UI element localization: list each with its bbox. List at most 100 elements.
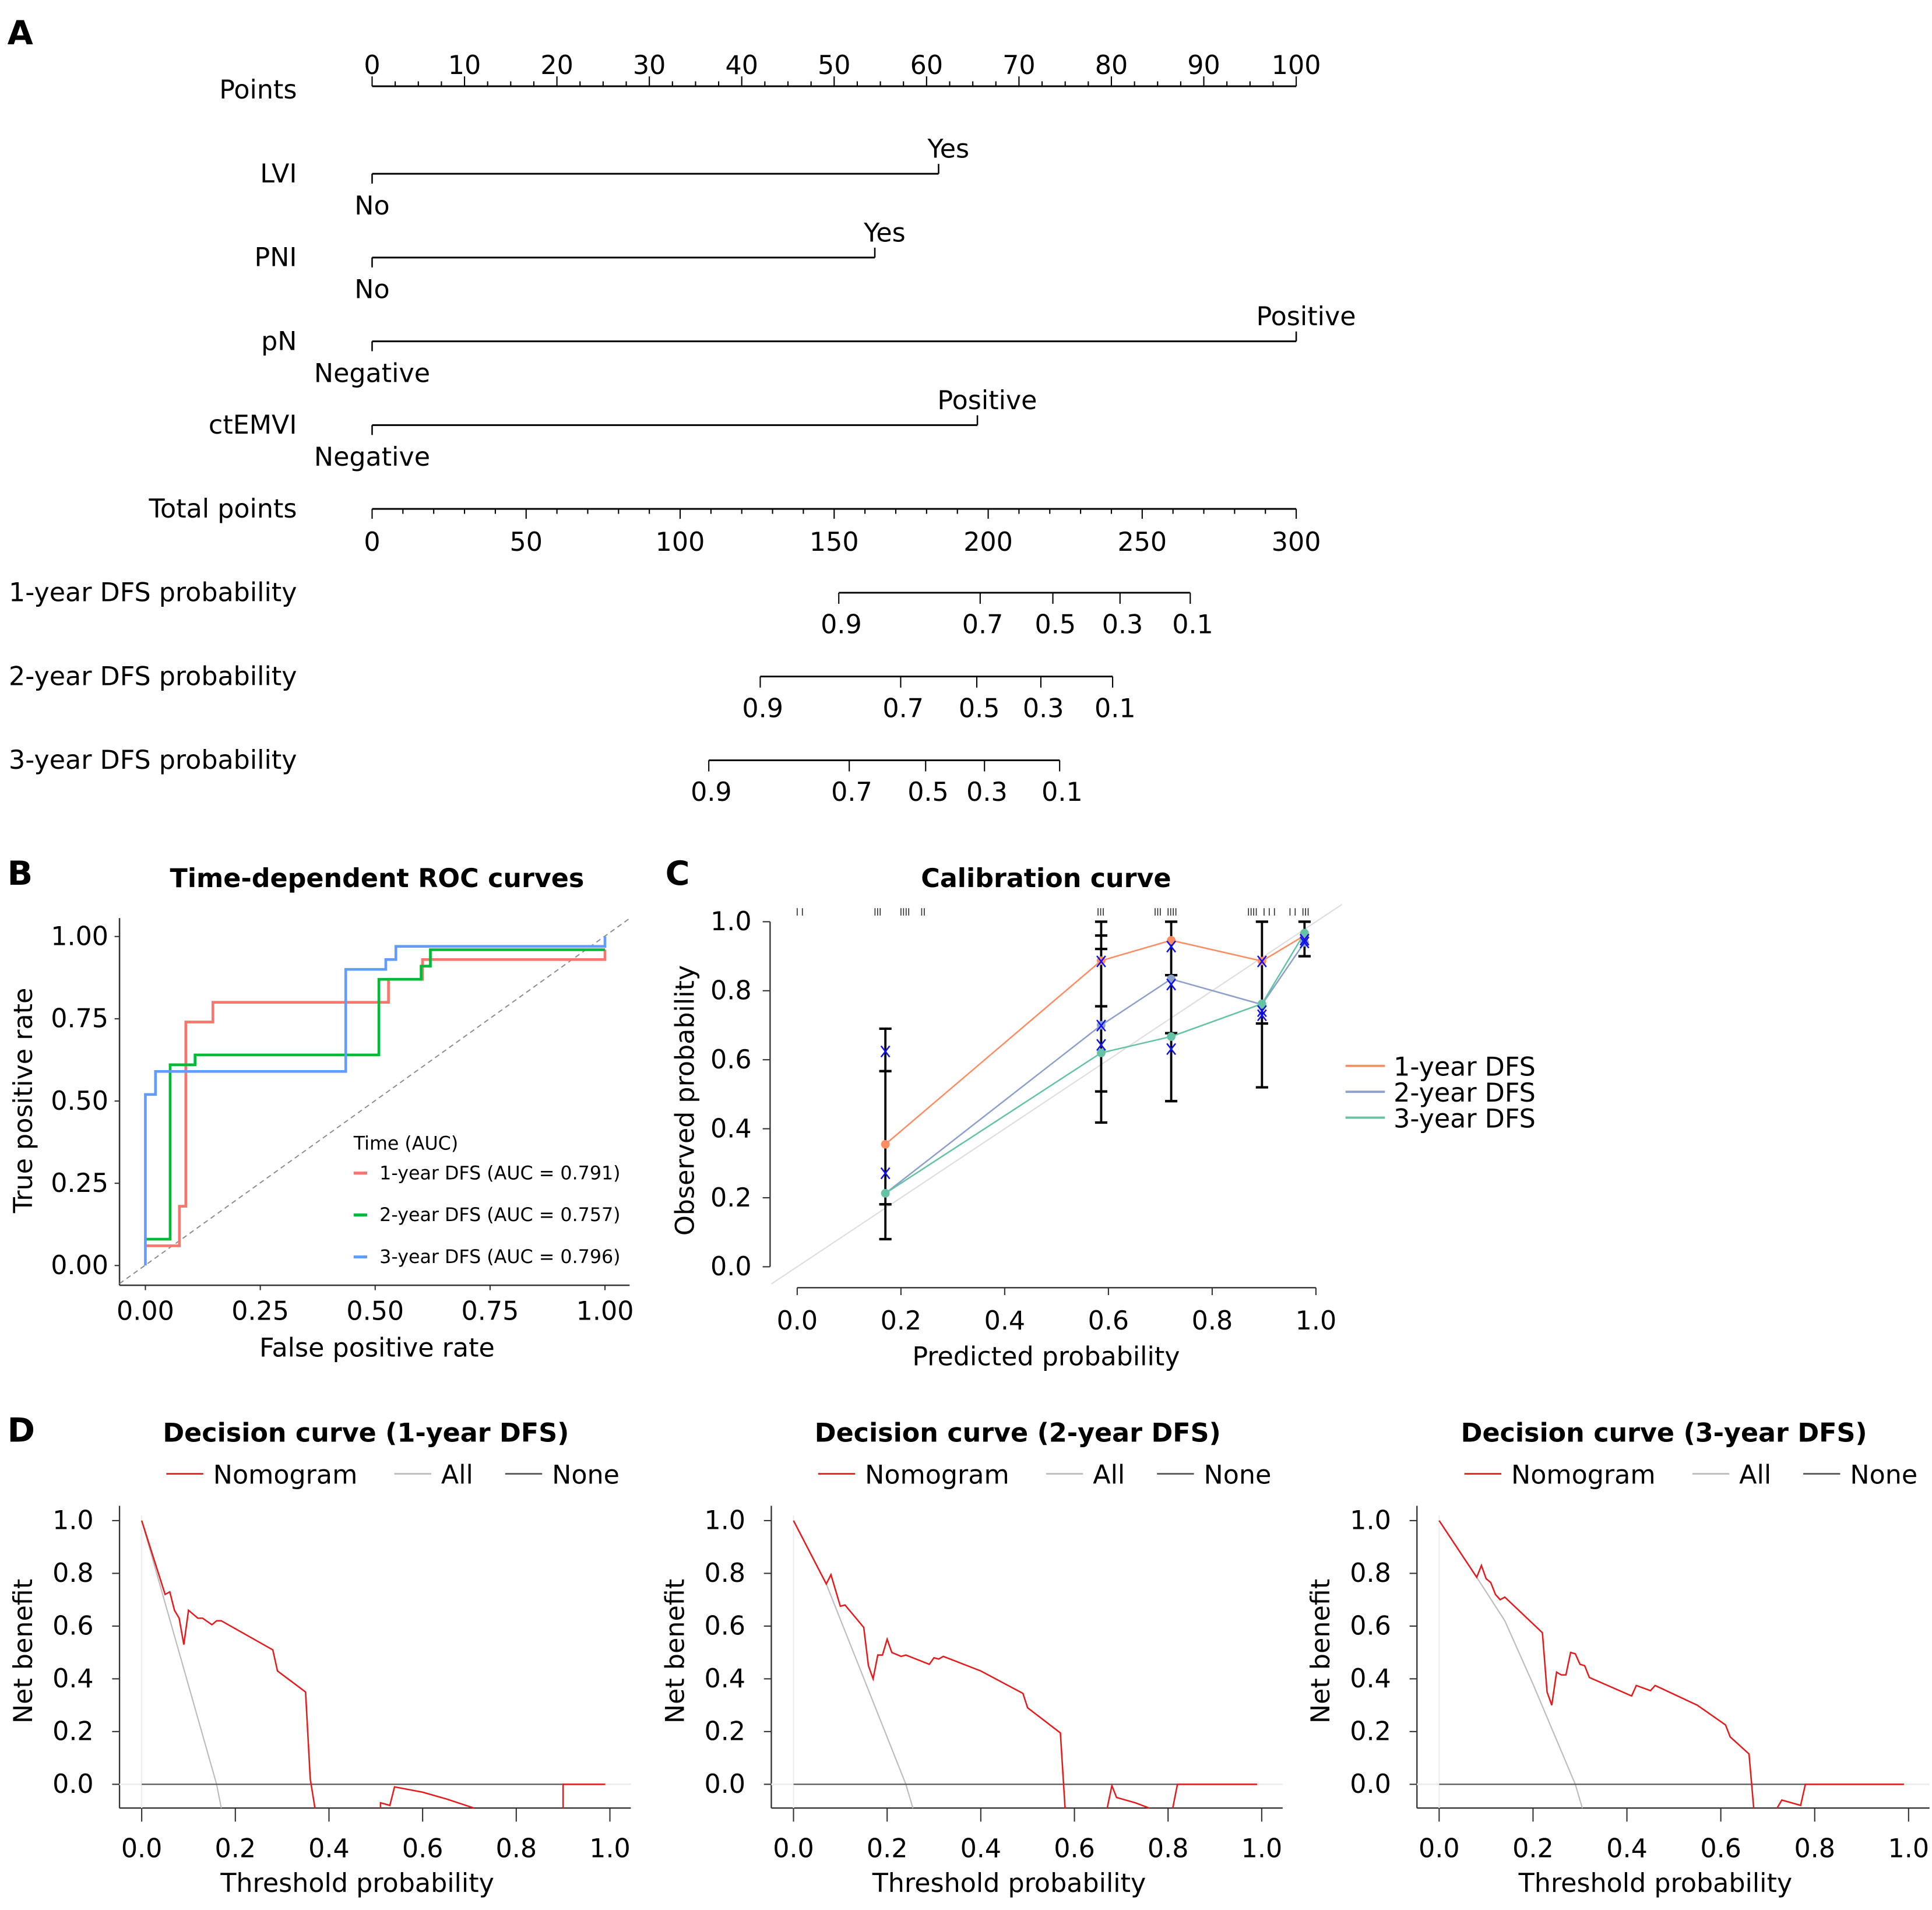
decision-x-tick-label: 0.6 — [1700, 1834, 1741, 1864]
decision-y-tick-label: 0.2 — [1350, 1717, 1391, 1747]
roc-reference-diagonal — [119, 917, 630, 1285]
roc-x-tick-label: 0.50 — [346, 1296, 404, 1326]
decision-y-axis-title: Net benefit — [9, 1579, 38, 1723]
decision-x-tick-label: 1.0 — [1888, 1834, 1930, 1864]
decision-y-tick-label: 0.6 — [1350, 1612, 1391, 1641]
decision-x-axis-title: Threshold probability — [872, 1869, 1146, 1898]
calibration-panel: Calibration curve 0.0 0.2 0.4 0.6 0.8 1.0 0.0 0.… — [670, 864, 1535, 1371]
variable-label: PNI — [254, 243, 297, 273]
calibration-point — [881, 1139, 890, 1149]
decision-y-tick-label: 0.6 — [52, 1612, 94, 1641]
calibration-x-mark — [1096, 1039, 1106, 1051]
roc-y-axis-title: True positive rate — [9, 988, 38, 1214]
variable-label: pN — [261, 326, 297, 356]
decision-y-tick-label: 0.0 — [1350, 1770, 1391, 1799]
probability-tick-label: 0.7 — [831, 778, 872, 807]
decision-legend-label: Nomogram — [865, 1460, 1009, 1490]
decision-y-tick-label: 0.4 — [1350, 1664, 1391, 1694]
decision-x-tick-label: 0.4 — [308, 1834, 350, 1864]
roc-y-tick-label: 1.00 — [51, 922, 108, 952]
calibration-x-mark — [1096, 955, 1106, 968]
decision-x-tick-label: 0.4 — [960, 1834, 1002, 1864]
decision-legend-label: All — [1739, 1460, 1771, 1490]
probability-axis-label: 3-year DFS probability — [9, 745, 297, 775]
probability-tick-label: 0.3 — [1102, 610, 1143, 640]
calibration-x-mark — [1096, 1019, 1106, 1032]
decision-x-tick-label: 0.2 — [867, 1834, 908, 1864]
probability-tick-label: 0.9 — [742, 694, 783, 723]
decision-x-tick-label: 0.6 — [1054, 1834, 1095, 1864]
probability-tick-label: 0.3 — [1023, 694, 1064, 723]
decision-y-tick-label: 0.0 — [52, 1770, 94, 1799]
decision-title: Decision curve (2-year DFS) — [815, 1419, 1221, 1448]
calibration-point — [1167, 1032, 1176, 1041]
level-label: No — [354, 275, 389, 305]
decision-y-axis-title: Net benefit — [1306, 1579, 1336, 1723]
probability-tick-label: 0.5 — [907, 778, 949, 807]
calibration-point — [881, 1188, 890, 1198]
probability-tick-label: 0.7 — [962, 610, 1004, 640]
roc-x-tick-label: 1.00 — [576, 1296, 634, 1326]
decision-y-tick-label: 0.2 — [704, 1717, 745, 1747]
calibration-x-mark — [1299, 936, 1310, 949]
decision-y-tick-label: 1.0 — [1350, 1506, 1391, 1536]
probability-tick-label: 0.1 — [1041, 778, 1083, 807]
level-label: Yes — [927, 135, 970, 164]
calibration-x-tick-label: 0.4 — [984, 1306, 1026, 1336]
roc-panel: Time-dependent ROC curves 0.00 0.25 0.50 0.7… — [9, 864, 634, 1363]
probability-tick-label: 0.9 — [691, 778, 732, 807]
probability-tick-label: 0.9 — [821, 610, 862, 640]
decision-x-tick-label: 0.6 — [402, 1834, 444, 1864]
decision-y-tick-label: 0.4 — [52, 1664, 94, 1694]
calibration-point — [1300, 928, 1309, 938]
decision-y-axis-title: Net benefit — [660, 1579, 690, 1723]
decision-y-tick-label: 0.8 — [704, 1559, 745, 1588]
level-label: Negative — [314, 442, 430, 472]
calibration-ideal-line — [770, 903, 1343, 1285]
points-tick-label: 100 — [1272, 51, 1321, 80]
roc-x-tick-label: 0.75 — [462, 1296, 519, 1326]
points-tick-label: 30 — [633, 51, 666, 80]
roc-x-tick-label: 0.25 — [231, 1296, 289, 1326]
decision-title: Decision curve (3-year DFS) — [1461, 1419, 1867, 1448]
panel-label-a: A — [8, 14, 33, 52]
total-tick-label: 0 — [364, 527, 380, 557]
decision-x-tick-label: 0.4 — [1606, 1834, 1648, 1864]
level-label: Negative — [314, 358, 430, 388]
roc-y-tick-label: 0.50 — [51, 1086, 108, 1116]
roc-x-tick-label: 0.00 — [117, 1296, 174, 1326]
calibration-y-tick-label: 0.8 — [710, 976, 752, 1006]
decision-x-axis-title: Threshold probability — [220, 1869, 494, 1898]
decision-legend-label: Nomogram — [1511, 1460, 1656, 1490]
panel-label-c: C — [666, 854, 690, 893]
calibration-point — [1167, 935, 1176, 945]
decision-curve-1yr-panel: Decision curve (1-year DFS) Nomogram All No… — [9, 1419, 631, 1898]
decision-y-tick-label: 1.0 — [704, 1506, 745, 1536]
points-tick-label: 70 — [1002, 51, 1035, 80]
calibration-x-mark — [1299, 933, 1310, 946]
calibration-point — [1257, 999, 1266, 1008]
total-tick-label: 200 — [963, 527, 1013, 557]
calibration-y-tick-label: 1.0 — [710, 907, 752, 937]
level-label: Yes — [863, 218, 906, 248]
decision-y-tick-label: 0.8 — [52, 1559, 94, 1588]
decision-legend-label: None — [1850, 1460, 1917, 1490]
decision-y-tick-label: 1.0 — [52, 1506, 94, 1536]
calibration-point — [1167, 975, 1176, 984]
calibration-x-mark — [1257, 1009, 1267, 1022]
decision-y-tick-label: 0.8 — [1350, 1559, 1391, 1588]
decision-curve-all — [793, 1520, 914, 1809]
probability-axis-label: 1-year DFS probability — [9, 578, 297, 608]
calibration-x-mark — [1166, 1043, 1176, 1056]
roc-y-tick-label: 0.75 — [51, 1004, 108, 1034]
probability-tick-label: 0.5 — [1034, 610, 1076, 640]
decision-y-tick-label: 0.6 — [704, 1612, 745, 1641]
points-tick-label: 90 — [1187, 51, 1220, 80]
decision-x-tick-label: 0.8 — [1794, 1834, 1835, 1864]
calibration-x-tick-label: 0.6 — [1088, 1306, 1129, 1336]
decision-legend-label: None — [1204, 1460, 1272, 1490]
calibration-title: Calibration curve — [921, 864, 1171, 894]
decision-x-axis-title: Threshold probability — [1518, 1869, 1793, 1898]
calibration-x-tick-label: 1.0 — [1296, 1306, 1337, 1336]
